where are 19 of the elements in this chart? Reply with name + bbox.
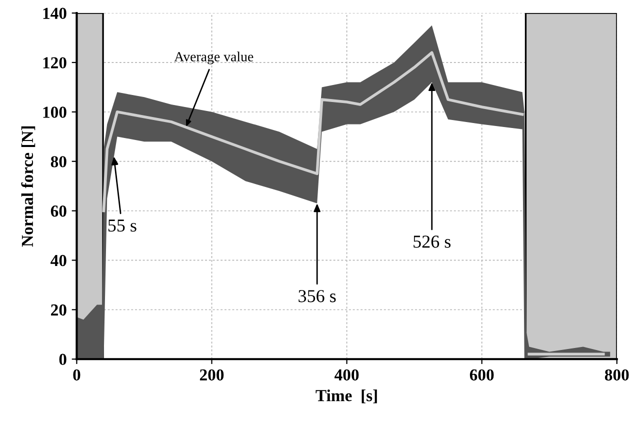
annotation: 526 s bbox=[414, 236, 451, 248]
y-tick-label: 100 bbox=[43, 106, 66, 118]
y-tick-label: 120 bbox=[43, 57, 66, 68]
y-tick-label: 140 bbox=[43, 8, 66, 19]
x-tick-label: 200 bbox=[200, 369, 224, 381]
x-tick-label: 800 bbox=[604, 369, 629, 381]
x-tick-label: 400 bbox=[334, 369, 359, 381]
y-tick-label: 60 bbox=[50, 206, 66, 217]
y-axis-title: Normal force [N] bbox=[21, 126, 36, 247]
y-tick-label: 0 bbox=[59, 354, 66, 366]
y-tick-label: 40 bbox=[50, 254, 66, 266]
x-tick-label: 600 bbox=[470, 369, 494, 381]
annotation: 55 s bbox=[108, 220, 136, 232]
x-axis-title: Time [s] bbox=[316, 390, 377, 404]
y-tick-label: 20 bbox=[51, 304, 66, 316]
annotation: 356 s bbox=[298, 290, 336, 302]
x-tick-label: 0 bbox=[73, 369, 80, 381]
y-tick-label: 80 bbox=[50, 156, 66, 168]
annotation: Average value bbox=[174, 52, 254, 64]
